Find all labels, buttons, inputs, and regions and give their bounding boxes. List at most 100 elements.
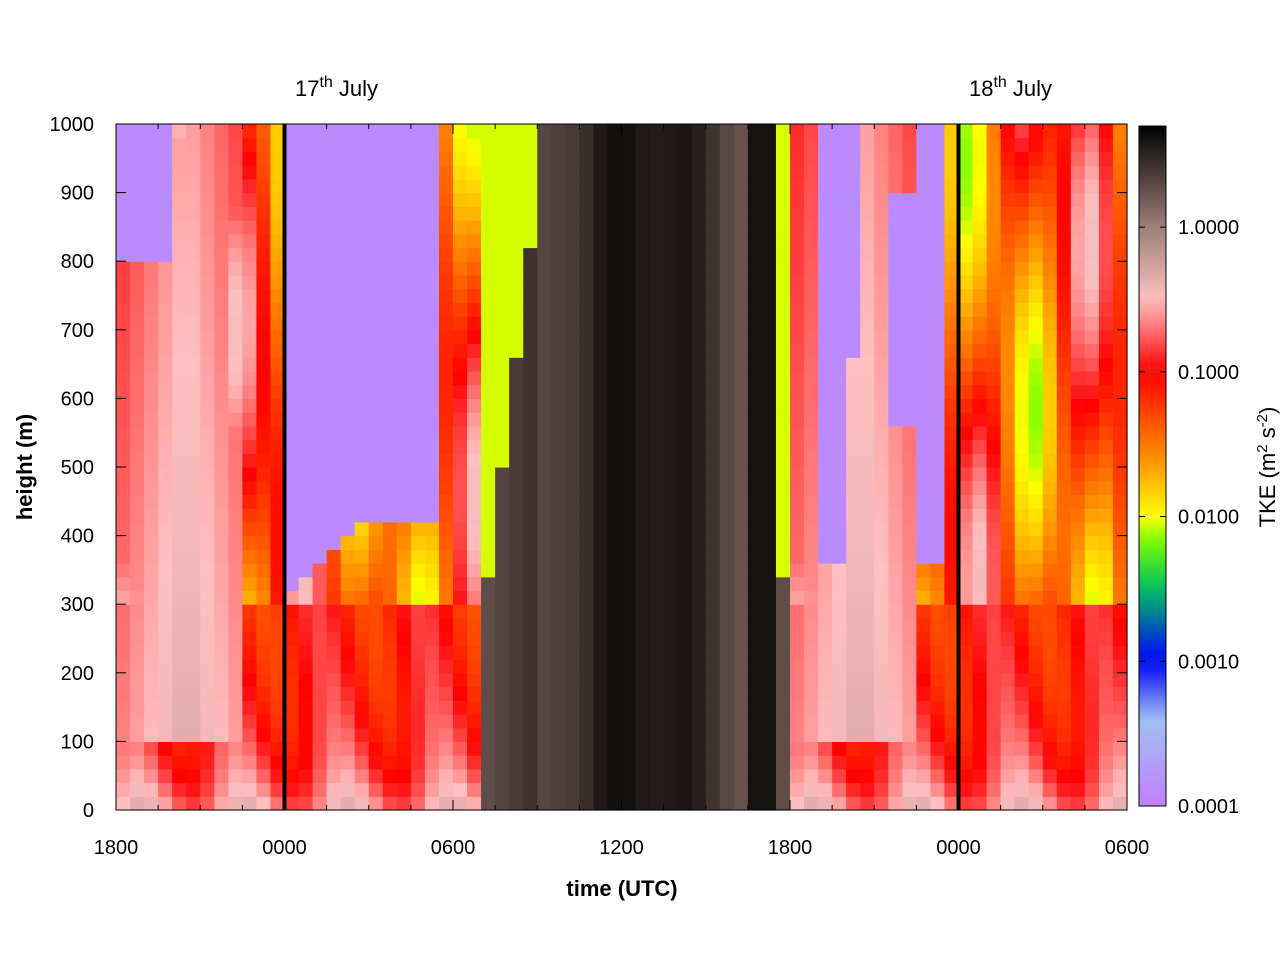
heatmap-cell [326,686,342,701]
heatmap-cell [986,316,1002,331]
heatmap-cell [130,343,145,358]
heatmap-cell [565,137,580,153]
heatmap-cell [719,672,735,688]
heatmap-cell [551,233,566,249]
heatmap-cell [1042,590,1058,605]
heatmap-cell [467,672,482,688]
heatmap-cell [116,178,131,194]
heatmap-cell [930,549,946,564]
heatmap-cell [804,727,819,742]
heatmap-cell [579,357,595,372]
heatmap-cell [874,124,889,139]
heatmap-cell [691,617,707,633]
heatmap-cell [874,521,889,537]
heatmap-cell [1098,453,1114,468]
heatmap-cell [663,576,679,592]
heatmap-cell [1014,288,1030,303]
heatmap-cell [172,768,187,784]
heatmap-cell [1070,535,1086,550]
heatmap-cell [481,755,496,770]
heatmap-cell [649,206,665,221]
heatmap-cell [186,659,201,674]
heatmap-cell [607,124,623,139]
heatmap-cell [902,178,917,194]
heatmap-cell [144,178,159,194]
heatmap-cell [916,755,932,770]
heatmap-cell [677,274,693,290]
heatmap-cell [607,672,623,688]
heatmap-cell [972,137,988,153]
heatmap-cell [172,741,187,756]
heatmap-cell [930,384,946,399]
heatmap-cell [200,165,215,180]
heatmap-cell [1000,796,1016,811]
heatmap-cell [1112,549,1128,564]
heatmap-cell [1000,494,1016,509]
heatmap-cell [284,686,300,701]
heatmap-cell [986,480,1002,496]
heatmap-cell [312,508,328,523]
heatmap-cell [467,521,482,537]
heatmap-cell [186,206,201,221]
heatmap-cell [916,439,932,454]
heatmap-cell [972,796,988,811]
heatmap-cell [200,329,215,345]
heatmap-cell [972,165,988,180]
heatmap-cell [523,659,538,674]
heatmap-cell [354,439,370,454]
heatmap-cell [410,220,426,235]
heatmap-cell [860,508,875,523]
heatmap-cell [607,370,623,386]
heatmap-cell [144,274,159,290]
heatmap-cell [312,659,328,674]
heatmap-cell [1070,206,1086,221]
heatmap-cell [790,124,805,139]
heatmap-cell [860,755,875,770]
heatmap-cell [298,755,314,770]
heatmap-cell [1000,439,1016,454]
heatmap-cell [284,302,300,317]
heatmap-cell [481,796,496,811]
heatmap-cell [775,274,791,290]
heatmap-cell [312,480,328,496]
heatmap-cell [172,521,187,537]
heatmap-cell [775,261,791,276]
heatmap-cell [214,151,229,166]
heatmap-cell [888,178,903,194]
heatmap-cell [481,220,496,235]
heatmap-cell [200,686,215,701]
heatmap-cell [453,370,468,386]
heatmap-cell [172,288,187,303]
heatmap-cell [382,329,398,345]
heatmap-cell [621,755,637,770]
heatmap-cell [354,357,370,372]
heatmap-cell [495,165,510,180]
heatmap-cell [354,782,370,797]
heatmap-cell [1084,384,1100,399]
heatmap-cell [186,274,201,290]
heatmap-cell [761,412,777,427]
heatmap-cell [256,686,272,701]
heatmap-cell [565,288,580,303]
heatmap-cell [256,151,272,166]
heatmap-cell [130,137,145,153]
heatmap-cell [649,412,665,427]
heatmap-cell [958,206,974,221]
heatmap-cell [284,645,300,660]
heatmap-cell [467,645,482,660]
heatmap-cell [846,178,861,194]
heatmap-cell [649,494,665,509]
heatmap-cell [298,686,314,701]
heatmap-cell [298,220,314,235]
heatmap-cell [804,480,819,496]
heatmap-cell [691,220,707,235]
heatmap-cell [775,165,791,180]
heatmap-cell [382,247,398,262]
heatmap-cell [242,604,258,619]
heatmap-cell [1084,713,1100,729]
heatmap-cell [565,686,580,701]
heatmap-cell [1028,124,1044,139]
heatmap-cell [200,206,215,221]
heatmap-cell [340,549,356,564]
heatmap-cell [775,713,791,729]
